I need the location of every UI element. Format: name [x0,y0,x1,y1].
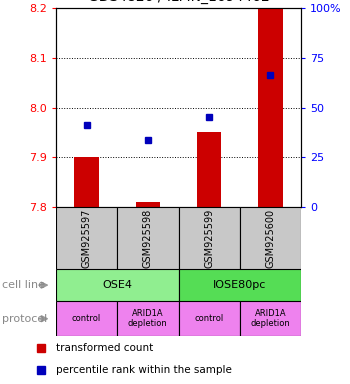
Bar [197,132,221,207]
Text: percentile rank within the sample: percentile rank within the sample [56,364,232,375]
FancyBboxPatch shape [240,301,301,336]
Bar [136,202,160,207]
Text: cell line: cell line [2,280,45,290]
FancyBboxPatch shape [240,207,301,269]
Text: GSM925597: GSM925597 [82,209,92,268]
Text: protocol: protocol [2,314,47,324]
Text: GSM925599: GSM925599 [204,209,214,268]
Text: GSM925600: GSM925600 [265,209,275,268]
Text: ARID1A
depletion: ARID1A depletion [128,309,168,328]
FancyBboxPatch shape [56,301,117,336]
Bar [74,157,99,207]
Text: ARID1A
depletion: ARID1A depletion [251,309,290,328]
FancyBboxPatch shape [178,207,240,269]
FancyBboxPatch shape [178,269,301,301]
FancyBboxPatch shape [117,301,178,336]
Text: transformed count: transformed count [56,343,154,354]
FancyBboxPatch shape [56,269,178,301]
Text: control: control [195,314,224,323]
Bar [258,8,283,207]
Text: OSE4: OSE4 [102,280,132,290]
FancyBboxPatch shape [56,207,117,269]
Text: IOSE80pc: IOSE80pc [213,280,266,290]
Text: GSM925598: GSM925598 [143,209,153,268]
Text: control: control [72,314,101,323]
FancyBboxPatch shape [117,207,178,269]
Title: GDS4826 / ILMN_1694462: GDS4826 / ILMN_1694462 [88,0,270,4]
FancyBboxPatch shape [178,301,240,336]
